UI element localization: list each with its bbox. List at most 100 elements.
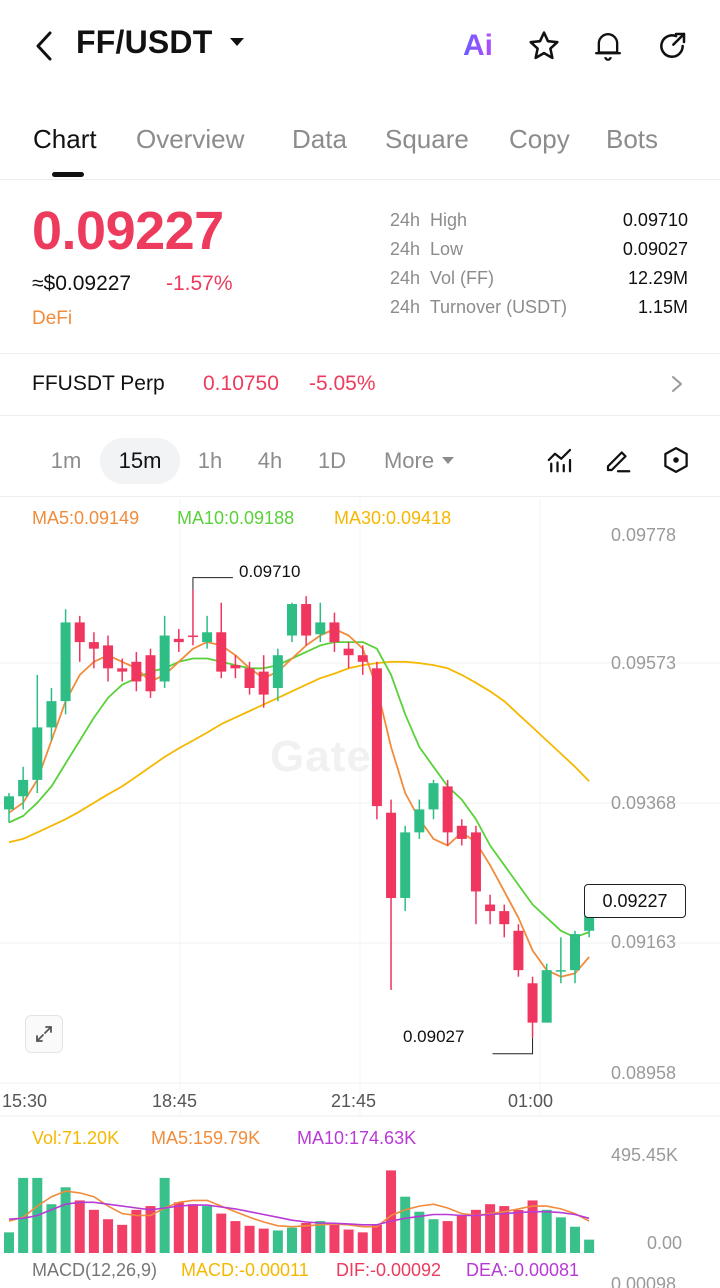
tab-square[interactable]: Square: [385, 124, 469, 154]
volume-bar: [173, 1202, 184, 1253]
candle-body: [371, 668, 382, 807]
volume-bar: [400, 1196, 411, 1253]
indicators-button[interactable]: [540, 440, 580, 480]
favorite-button[interactable]: [524, 26, 564, 66]
interval-15m[interactable]: 15m: [100, 438, 180, 484]
stat-label: 24h High: [390, 210, 468, 230]
time-axis-tick: 15:30: [2, 1091, 48, 1111]
alert-button[interactable]: [588, 26, 628, 66]
share-button[interactable]: [652, 26, 692, 66]
candle-body: [244, 668, 255, 689]
tab-data[interactable]: Data: [292, 124, 347, 154]
price-axis-tick: 0.09573: [611, 653, 677, 673]
volume-bar: [513, 1209, 524, 1253]
interval-4h[interactable]: 4h: [257, 448, 283, 473]
candle-body: [287, 604, 297, 636]
candle-body: [315, 622, 326, 635]
perp-link-row[interactable]: FFUSDT Perp 0.10750 -5.05%: [0, 354, 720, 416]
macd-legend: MACD(12,26,9): [32, 1260, 158, 1280]
volume-bar: [386, 1170, 397, 1253]
expand-icon: [36, 1026, 52, 1042]
indicator-chart-icon: [547, 448, 572, 473]
volume-ma10-path: [8, 1201, 590, 1226]
candle-body: [88, 642, 99, 649]
volume-bar: [527, 1200, 538, 1253]
candle-body: [442, 786, 453, 833]
candle-body: [74, 622, 85, 643]
ma30-line: [8, 660, 590, 844]
interval-1m[interactable]: 1m: [50, 448, 82, 473]
hexagon-settings-icon: [664, 447, 688, 473]
volume-bar: [202, 1206, 213, 1253]
candlestick-chart[interactable]: [0, 496, 720, 1288]
ma10-line: [8, 641, 590, 939]
macd-value-legend: MACD:-0.00011: [181, 1260, 309, 1280]
candle-body: [258, 671, 269, 695]
candle-body: [357, 655, 368, 662]
interval-more[interactable]: More: [372, 438, 466, 484]
back-arrow-icon: [36, 31, 52, 61]
star-icon: [529, 31, 559, 60]
chart-settings-button[interactable]: [656, 440, 696, 480]
draw-tool-button[interactable]: [598, 440, 638, 480]
volume-bar: [470, 1209, 481, 1253]
volume-bar: [357, 1232, 368, 1253]
ma30-path: [8, 660, 590, 844]
perp-price: 0.10750: [203, 372, 279, 395]
candle-body: [456, 825, 467, 839]
fullscreen-button[interactable]: [25, 1015, 63, 1053]
pair-title[interactable]: FF/USDT: [76, 24, 213, 60]
candle-body: [570, 934, 580, 971]
pencil-icon: [606, 451, 631, 473]
candle-body: [4, 796, 14, 810]
candle-body: [60, 622, 71, 702]
tab-bots[interactable]: Bots: [606, 124, 659, 154]
share-icon: [660, 32, 686, 58]
interval-more-label: More: [383, 448, 435, 473]
volume-axis-tick: 0.00: [647, 1233, 683, 1253]
stat-value: 1.15M: [637, 297, 688, 317]
candle-body: [145, 655, 156, 692]
last-price: 0.09227: [32, 201, 224, 261]
ma10-path: [8, 641, 590, 939]
volume-bar: [131, 1209, 142, 1253]
candle-body: [329, 622, 340, 643]
back-button[interactable]: [26, 26, 62, 66]
interval-bar: 1m 15m 1h 4h 1D More: [0, 430, 720, 486]
volume-bar: [343, 1229, 354, 1253]
interval-1d[interactable]: 1D: [317, 448, 347, 473]
tab-copy[interactable]: Copy: [509, 124, 570, 154]
candle-body: [555, 970, 566, 972]
stat-label: 24h Turnover (USDT): [390, 297, 568, 317]
candle-body: [159, 635, 170, 682]
volume-bar: [187, 1204, 198, 1253]
time-axis-tick: 21:45: [331, 1091, 377, 1111]
volume-bar: [414, 1211, 425, 1253]
price-axis-tick: 0.09163: [611, 932, 677, 952]
candle-body: [584, 906, 595, 931]
current-price-marker[interactable]: 0.09227: [584, 884, 686, 918]
stat-value: 0.09027: [622, 239, 688, 259]
tab-chart[interactable]: Chart: [33, 124, 97, 154]
volume-bar: [74, 1200, 85, 1253]
interval-1h[interactable]: 1h: [197, 448, 223, 473]
candle-body: [187, 635, 198, 638]
volume-bar: [499, 1206, 510, 1253]
low-price-marker: 0.09027: [403, 1027, 465, 1047]
ai-button[interactable]: Ai: [458, 26, 498, 66]
candle-body: [230, 665, 241, 669]
volume-bar: [4, 1232, 14, 1253]
volume-bar: [428, 1219, 439, 1253]
stat-label: 24h Vol (FF): [390, 268, 495, 288]
low-marker-line: [492, 1037, 534, 1055]
pair-dropdown-caret-icon[interactable]: [230, 38, 244, 46]
volume-bar: [230, 1221, 241, 1253]
volume-legend: Vol:71.20K: [32, 1128, 120, 1148]
stat-label: 24h Low: [390, 239, 464, 259]
dea-legend: DEA:-0.00081: [466, 1260, 580, 1280]
price-axis-tick: 0.09778: [611, 525, 677, 545]
category-tag[interactable]: DeFi: [32, 308, 73, 329]
volume-bar: [216, 1213, 227, 1253]
tab-overview[interactable]: Overview: [136, 124, 245, 154]
price-change-percent: -1.57%: [166, 272, 233, 295]
